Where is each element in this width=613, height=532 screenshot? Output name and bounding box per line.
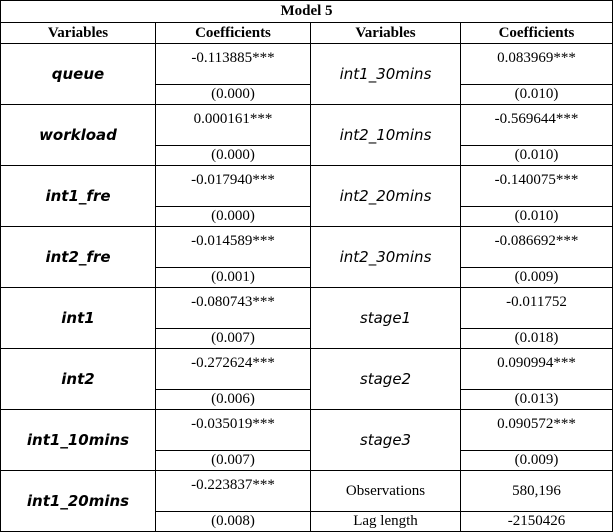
standard-error: (0.013) (459, 389, 613, 410)
variable-name: int1_20mins (0, 470, 156, 532)
variable-name: int2_10mins (310, 104, 461, 166)
variable-name: int2_20mins (310, 165, 461, 227)
coefficient-value: 0.083969*** (459, 43, 613, 85)
coefficient-value: 0.090572*** (459, 409, 613, 451)
variable-name: workload (0, 104, 156, 166)
table-row: int1_20mins -0.223837*** Observations 58… (0, 470, 613, 532)
standard-error: (0.000) (155, 206, 311, 227)
header-variables-2: Variables (310, 22, 461, 44)
standard-error: (0.010) (459, 84, 613, 105)
table-row: (0.000) (0.010) (1, 206, 613, 227)
table-row: (0.007) (0.009) (1, 450, 613, 471)
coefficient-value: -0.113885*** (155, 43, 311, 85)
coefficient-value: -0.080743*** (155, 287, 311, 329)
standard-error: (0.007) (155, 328, 311, 349)
standard-error: (0.010) (459, 145, 613, 166)
header-variables-1: Variables (0, 22, 156, 44)
coefficient-value: -0.140075*** (459, 165, 613, 207)
variable-name: int2_30mins (310, 226, 461, 288)
variable-name: stage2 (310, 348, 461, 410)
lag-length-label: Lag length (310, 511, 461, 532)
coefficient-value: -0.014589*** (155, 226, 311, 268)
standard-error: (0.000) (155, 84, 311, 105)
table-row: queue -0.113885*** int1_30mins 0.083969*** (0, 43, 613, 105)
standard-error: (0.010) (459, 206, 613, 227)
coefficient-value: 0.090994*** (459, 348, 613, 390)
header-coefficients-2: Coefficients (459, 22, 613, 44)
standard-error: (0.018) (459, 328, 613, 349)
standard-error: (0.006) (155, 389, 311, 410)
variable-name: int2 (0, 348, 156, 410)
table-row: (0.007) (0.018) (1, 328, 613, 349)
coefficient-value: -0.017940*** (155, 165, 311, 207)
header-coefficients-1: Coefficients (155, 22, 311, 44)
standard-error: (0.001) (155, 267, 311, 288)
coefficient-value: -0.272624*** (155, 348, 311, 390)
table-row: int2 -0.272624*** stage2 0.090994*** (0, 348, 613, 410)
variable-name: int1_fre (0, 165, 156, 227)
variable-name: queue (0, 43, 156, 105)
variable-name: stage1 (310, 287, 461, 349)
coefficient-value: -0.569644*** (459, 104, 613, 146)
coefficient-value: -0.086692*** (459, 226, 613, 268)
table-row: int1_fre -0.017940*** int2_20mins -0.140075… (0, 165, 613, 227)
table-row: int2_fre -0.014589*** int2_30mins -0.086692… (0, 226, 613, 288)
standard-error: (0.008) (155, 511, 311, 532)
lag-length-value: -2150426 (459, 511, 613, 532)
variable-name: int2_fre (0, 226, 156, 288)
table-title: Model 5 (0, 0, 613, 23)
variable-name: int1_30mins (310, 43, 461, 105)
standard-error: (0.009) (459, 450, 613, 471)
table-row: int1_10mins -0.035019*** stage3 0.090572*** (0, 409, 613, 471)
variable-name: int1 (0, 287, 156, 349)
standard-error: (0.007) (155, 450, 311, 471)
standard-error: (0.000) (155, 145, 311, 166)
coefficient-value: -0.011752 (459, 287, 613, 329)
coefficient-value: 0.000161*** (155, 104, 311, 146)
variable-name: int1_10mins (0, 409, 156, 471)
variable-name: stage3 (310, 409, 461, 471)
observations-value: 580,196 (459, 470, 613, 512)
table-row: workload 0.000161*** int2_10mins -0.569644*… (0, 104, 613, 166)
coefficient-value: -0.035019*** (155, 409, 311, 451)
table-row: int1 -0.080743*** stage1 -0.011752 (0, 287, 613, 349)
coefficient-value: -0.223837*** (155, 470, 311, 512)
standard-error: (0.009) (459, 267, 613, 288)
observations-label: Observations (310, 470, 461, 512)
